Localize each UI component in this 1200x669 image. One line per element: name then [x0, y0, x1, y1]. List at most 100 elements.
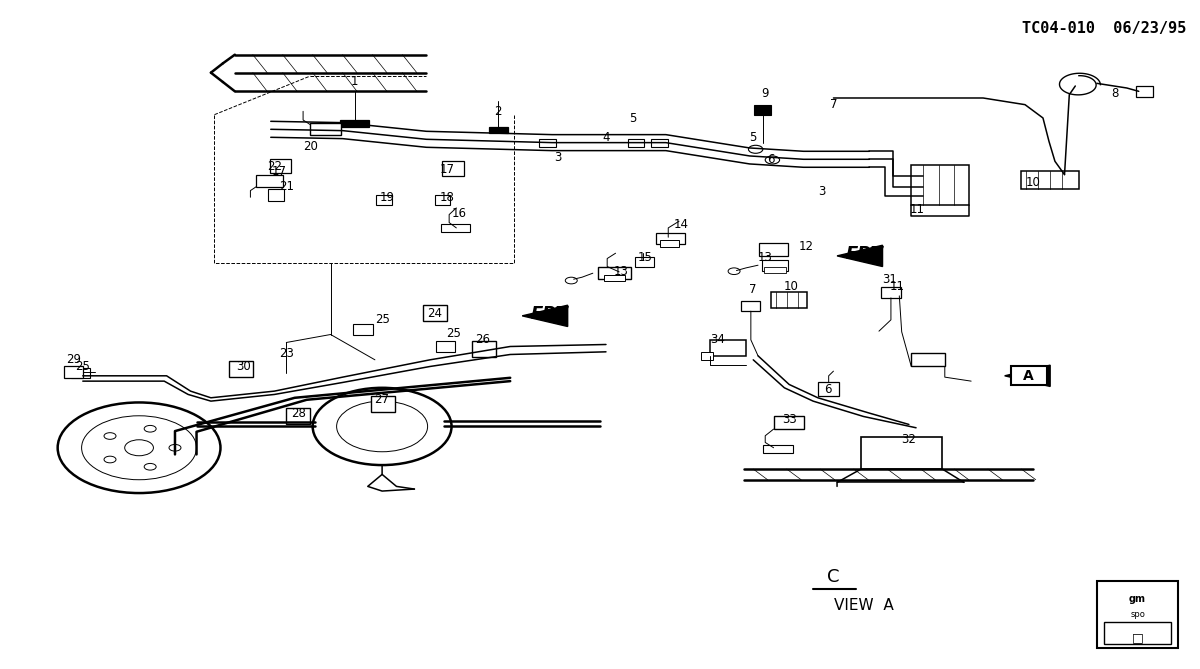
Bar [371, 396, 395, 412]
Polygon shape [838, 246, 882, 266]
Bar [1010, 367, 1046, 385]
Bar [628, 138, 644, 147]
Text: 18: 18 [439, 191, 454, 205]
Bar [701, 352, 713, 360]
Circle shape [144, 425, 156, 432]
Bar [772, 292, 808, 308]
Circle shape [749, 145, 763, 153]
Text: 7: 7 [829, 98, 838, 111]
Polygon shape [1004, 365, 1050, 387]
Text: 25: 25 [374, 313, 390, 326]
Text: 14: 14 [674, 218, 689, 231]
Circle shape [82, 415, 197, 480]
Circle shape [104, 456, 116, 463]
Text: TC04-010  06/23/95: TC04-010 06/23/95 [1022, 21, 1187, 36]
Bar [742, 300, 761, 311]
Circle shape [766, 156, 780, 164]
Bar [353, 324, 372, 334]
Text: A: A [1024, 369, 1034, 383]
Circle shape [313, 388, 451, 465]
Bar [434, 195, 450, 205]
Bar [71, 368, 90, 379]
Text: C: C [827, 569, 840, 586]
Bar [341, 120, 368, 126]
Bar [911, 353, 944, 367]
Text: 9: 9 [762, 87, 769, 100]
Text: 6: 6 [768, 153, 775, 167]
Bar [422, 305, 446, 321]
Text: 10: 10 [1026, 176, 1040, 189]
Text: 17: 17 [439, 163, 455, 176]
Bar [1021, 171, 1079, 189]
Bar [1136, 86, 1153, 96]
Text: 30: 30 [236, 360, 251, 373]
Text: 11: 11 [889, 280, 905, 293]
Text: 25: 25 [76, 360, 90, 373]
Bar [818, 383, 840, 396]
Text: 34: 34 [710, 333, 725, 347]
Text: 27: 27 [374, 393, 390, 406]
Bar [270, 159, 292, 173]
Text: 32: 32 [901, 434, 917, 446]
Text: 13: 13 [614, 265, 629, 278]
Bar [257, 175, 283, 187]
Polygon shape [522, 305, 568, 326]
Text: VIEW  A: VIEW A [834, 598, 893, 613]
Text: 17: 17 [271, 165, 287, 178]
Bar [652, 138, 668, 147]
Bar [64, 367, 83, 379]
Circle shape [337, 401, 427, 452]
Bar [656, 233, 685, 244]
Bar [376, 195, 391, 205]
Text: 4: 4 [602, 132, 610, 145]
Circle shape [565, 277, 577, 284]
Text: FRT: FRT [530, 305, 568, 323]
Text: □: □ [1132, 631, 1144, 644]
Text: 16: 16 [451, 207, 467, 219]
Bar [860, 437, 942, 469]
Bar [660, 240, 679, 247]
Bar [436, 341, 455, 352]
Bar [488, 126, 508, 133]
Bar [774, 415, 804, 429]
Circle shape [728, 268, 740, 274]
Text: 19: 19 [379, 191, 395, 205]
Text: 12: 12 [798, 240, 814, 253]
Bar [755, 104, 772, 114]
Bar [440, 224, 469, 232]
Bar [269, 189, 284, 201]
Bar [311, 122, 342, 134]
Bar [229, 361, 253, 377]
Bar [760, 244, 788, 256]
Bar [911, 165, 968, 205]
Text: 7: 7 [750, 283, 757, 296]
Bar [1104, 622, 1171, 644]
Bar [881, 287, 900, 298]
Bar [287, 408, 311, 423]
Text: 11: 11 [910, 203, 925, 215]
Circle shape [125, 440, 154, 456]
Circle shape [104, 433, 116, 440]
Text: 13: 13 [757, 252, 773, 264]
Text: 22: 22 [266, 160, 282, 173]
Bar [539, 138, 556, 147]
Text: 1: 1 [350, 75, 359, 88]
Bar [762, 260, 788, 270]
Text: 20: 20 [302, 140, 318, 153]
Bar [763, 445, 793, 453]
Text: 3: 3 [554, 151, 562, 165]
Circle shape [58, 403, 221, 493]
Text: FRT: FRT [846, 245, 883, 263]
Text: 10: 10 [784, 280, 799, 293]
Text: 21: 21 [278, 180, 294, 193]
Text: 25: 25 [446, 326, 461, 340]
Text: 28: 28 [290, 407, 306, 419]
Text: 2: 2 [494, 105, 502, 118]
Text: 3: 3 [817, 185, 826, 198]
Bar [442, 161, 463, 176]
Text: 5: 5 [750, 132, 757, 145]
Text: gm: gm [1129, 594, 1146, 604]
Bar [1097, 581, 1178, 648]
Bar [604, 274, 625, 281]
Circle shape [169, 444, 181, 451]
